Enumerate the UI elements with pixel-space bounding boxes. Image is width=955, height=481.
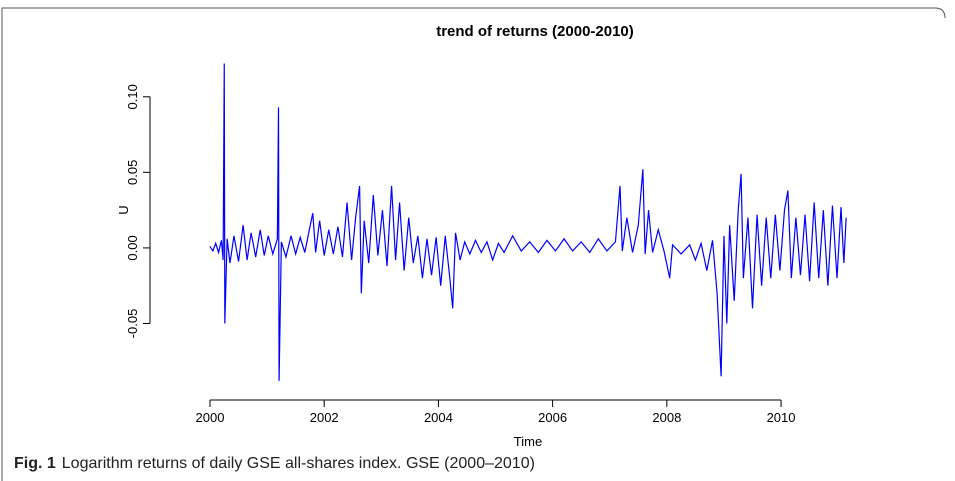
caption-label: Fig. 1 — [14, 455, 56, 472]
caption-text: Logarithm returns of daily GSE all-share… — [62, 455, 535, 472]
y-tick-label: 0.10 — [125, 84, 140, 109]
x-axis-label: Time — [514, 434, 542, 449]
y-tick-label: 0.00 — [125, 235, 140, 260]
x-tick-label: 2008 — [652, 410, 681, 425]
x-tick-label: 2006 — [538, 410, 567, 425]
y-tick-label: 0.05 — [125, 160, 140, 185]
return-line — [209, 63, 847, 381]
y-axis-label: U — [116, 205, 131, 214]
x-tick-label: 2004 — [424, 410, 453, 425]
y-tick-label: -0.05 — [125, 309, 140, 339]
x-tick-label: 2000 — [196, 410, 225, 425]
x-tick-label: 2010 — [767, 410, 796, 425]
chart-title: trend of returns (2000-2010) — [436, 23, 634, 40]
x-tick-label: 2002 — [310, 410, 339, 425]
caption: Fig. 1 Logarithm returns of daily GSE all… — [14, 455, 535, 472]
figure-frame — [1, 7, 946, 481]
